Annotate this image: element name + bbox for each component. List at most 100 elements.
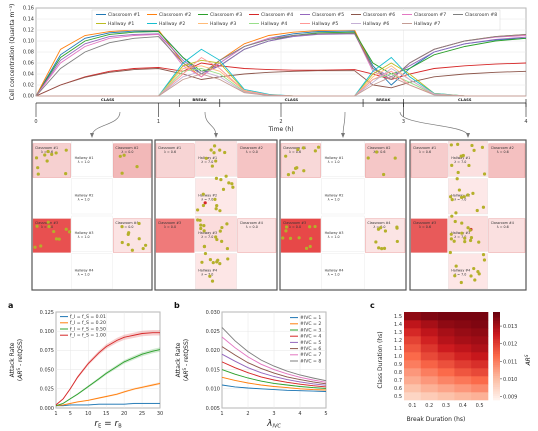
panel-a-x-label: rE = rB	[94, 419, 122, 430]
classroom-block	[365, 218, 406, 253]
colorbar-segment	[493, 375, 500, 379]
colorbar-segment	[493, 318, 500, 322]
heatmap-cell	[471, 392, 489, 401]
legend-label: Classroom #5	[312, 12, 344, 18]
heatmap-cell	[437, 368, 455, 377]
series-line	[221, 327, 327, 382]
agent-dot	[220, 225, 224, 230]
series-line	[55, 332, 160, 406]
legend-label: Classroom #7	[414, 12, 446, 18]
agent-dot	[449, 232, 453, 236]
heatmap-cell	[404, 344, 422, 353]
agent-dot	[295, 166, 299, 170]
room-name: Classroom #3	[283, 221, 306, 225]
agent-dot	[480, 145, 485, 149]
heatmap-cell	[420, 392, 438, 401]
colorbar-segment	[493, 312, 500, 315]
colorbar-segment	[493, 382, 500, 385]
room-name: Hallway #4	[451, 268, 470, 272]
agent-dot	[468, 228, 472, 232]
snapshot-arrow	[399, 111, 469, 137]
colorbar-tick-label: 0.013	[503, 324, 517, 330]
agent-dot	[223, 150, 227, 155]
agent-dot	[225, 246, 230, 251]
legend-label: #IVC = 6	[300, 346, 321, 352]
panel-b-legend: #IVC = 1#IVC = 2#IVC = 3#IVC = 4#IVC = 5…	[290, 315, 321, 364]
room-lambda: λ = 0.6	[419, 225, 431, 229]
y-tick-label: 0.050	[40, 367, 54, 373]
agent-dot	[460, 221, 464, 225]
colorbar-segment	[493, 369, 500, 372]
series-line	[221, 369, 327, 389]
legend-label: Classroom #3	[210, 12, 242, 18]
agent-dot	[448, 250, 452, 255]
agent-dot	[211, 261, 215, 265]
room-lambda: λ = 7.0	[201, 235, 213, 239]
agent-dot	[302, 169, 306, 173]
room-name: Classroom #2	[491, 146, 514, 150]
room-name: Hallway #3	[198, 231, 217, 235]
agent-dot	[46, 149, 50, 154]
agent-dot	[374, 240, 378, 244]
panel-b-label: b	[174, 301, 180, 310]
x-tick-label: 4	[524, 119, 527, 125]
colorbar-segment	[493, 345, 500, 348]
heatmap-cell	[420, 336, 438, 345]
heatmap-cell	[404, 328, 422, 337]
classroom-block	[155, 143, 195, 178]
y-tick-label: 0.025	[206, 329, 220, 335]
y-tick-label: 1.0	[394, 354, 402, 360]
x-tick-label: 25	[139, 411, 145, 417]
panel-a-series	[55, 330, 161, 407]
agent-dot	[202, 245, 207, 249]
concentration-legend-frame	[91, 9, 501, 31]
agent-dot	[284, 154, 288, 158]
series-line	[221, 353, 327, 386]
panel-c-label: c	[370, 301, 375, 310]
room-name: Hallway #4	[75, 268, 94, 272]
agent-dot	[203, 251, 208, 256]
heatmap-cell	[437, 312, 455, 321]
room-name: Classroom #1	[35, 146, 58, 150]
agent-dot	[460, 231, 464, 235]
y-tick-label: 0.04	[23, 72, 34, 78]
panel-c-colorbar: 0.009 0.010 0.011 0.012 0.013	[493, 312, 517, 400]
room-lambda: λ = 0.0	[246, 150, 258, 154]
colorbar-segment	[493, 329, 500, 333]
x-tick-label: 20	[121, 411, 127, 417]
room-lambda: λ = 7.0	[454, 235, 466, 239]
room-name: Classroom #1	[413, 146, 436, 150]
agent-dot	[454, 211, 458, 215]
arrow-head	[214, 133, 218, 138]
schedule-label: BREAK	[376, 97, 391, 102]
legend-label: Hallway #2	[159, 21, 185, 27]
agent-dot	[452, 239, 456, 243]
snapshot-arrow	[342, 111, 346, 137]
agent-dot	[459, 154, 463, 158]
agent-dot	[210, 164, 214, 168]
room-lambda: λ = 0.6	[497, 225, 509, 229]
colorbar-segment	[493, 347, 500, 350]
agent-dot	[382, 172, 386, 177]
room-name: Hallway #2	[451, 193, 470, 197]
legend-label: Classroom #8	[465, 12, 497, 18]
agent-dot	[366, 156, 370, 160]
legend-label: Classroom #4	[261, 12, 293, 18]
colorbar-tick-label: 0.012	[503, 342, 517, 348]
room-lambda: λ = 0.6	[164, 150, 176, 154]
colorbar-segment	[493, 389, 500, 392]
concentration-series-line	[35, 68, 527, 97]
room-lambda: λ = 1.0	[78, 160, 90, 164]
y-tick-label: 0.100	[40, 329, 54, 335]
legend-label: #IVC = 5	[300, 340, 321, 346]
series-line	[221, 384, 327, 392]
agent-dot	[467, 163, 471, 168]
snapshot-arrow	[204, 111, 217, 137]
room-name: Classroom #1	[283, 146, 306, 150]
hallway-block	[321, 140, 365, 177]
agent-dot	[393, 156, 397, 160]
agent-dot	[296, 147, 300, 152]
agent-dot	[219, 178, 223, 182]
series-line	[221, 376, 327, 391]
